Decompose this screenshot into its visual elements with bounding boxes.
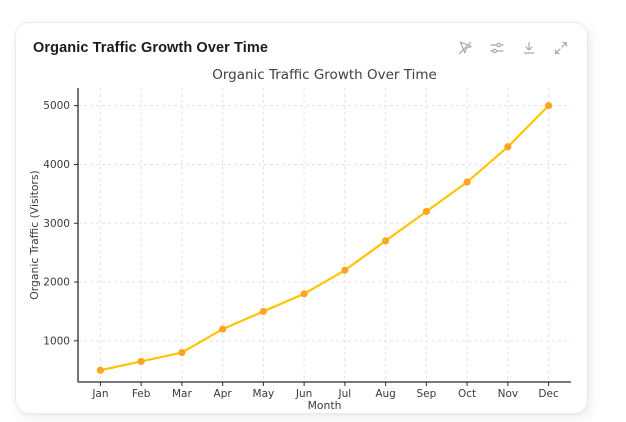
- y-tick-label: 4000: [43, 159, 70, 171]
- chart-card: Organic Traffic Growth Over Time: [15, 22, 588, 414]
- x-tick-label: Aug: [375, 388, 396, 400]
- data-point: [544, 102, 553, 110]
- trend-line: [99, 104, 550, 372]
- expand-button[interactable]: [552, 39, 569, 56]
- y-tick-label: 3000: [43, 218, 70, 230]
- x-tick-label: Jun: [295, 388, 312, 400]
- data-point: [300, 290, 308, 298]
- pointer-off-icon: [457, 40, 473, 56]
- data-point: [463, 178, 471, 186]
- card-header: Organic Traffic Growth Over Time: [16, 23, 587, 59]
- data-point: [96, 366, 105, 374]
- download-button[interactable]: [520, 39, 537, 56]
- y-axis-label: Organic Traffic (Visitors): [28, 170, 41, 299]
- x-tick-label: May: [253, 388, 275, 400]
- y-tick-label: 5000: [43, 100, 70, 112]
- sliders-icon: [489, 40, 505, 56]
- x-tick-label: Apr: [214, 388, 233, 400]
- x-tick-label: Oct: [458, 388, 476, 400]
- data-point: [219, 325, 227, 333]
- data-point: [341, 266, 349, 274]
- data-point: [422, 207, 430, 216]
- y-tick-label: 2000: [43, 277, 70, 289]
- x-tick-label: Sep: [416, 388, 436, 400]
- x-tick-label: Nov: [498, 388, 519, 400]
- x-tick-label: Jul: [338, 388, 352, 400]
- data-point: [259, 307, 267, 316]
- x-tick-label: Feb: [132, 388, 151, 400]
- x-tick-label: Dec: [538, 388, 559, 400]
- x-tick-label: Jan: [91, 388, 108, 400]
- data-point: [137, 357, 145, 366]
- card-toolbar: [456, 39, 569, 56]
- data-point: [504, 143, 512, 151]
- x-axis-label: Month: [308, 399, 342, 412]
- chart-area: Jan Feb Mar Apr May Jun Jul Aug Sep Oct Nov Dec 1000…: [24, 62, 580, 414]
- download-icon: [521, 40, 537, 56]
- card-title: Organic Traffic Growth Over Time: [33, 39, 268, 56]
- expand-icon: [553, 40, 569, 56]
- settings-button[interactable]: [488, 39, 505, 56]
- chart-title: Organic Traffic Growth Over Time: [212, 67, 437, 83]
- interactivity-toggle-button[interactable]: [456, 39, 473, 56]
- y-tick-label: 1000: [43, 335, 70, 347]
- data-point: [178, 349, 186, 357]
- data-point: [382, 237, 390, 245]
- x-tick-label: Mar: [172, 388, 192, 400]
- line-chart: Jan Feb Mar Apr May Jun Jul Aug Sep Oct Nov Dec 1000…: [28, 67, 571, 412]
